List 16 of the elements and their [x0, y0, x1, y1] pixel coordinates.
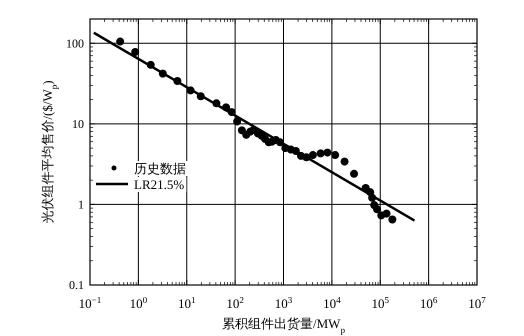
- legend-label: LR21.5%: [134, 177, 184, 192]
- x-tick-label: 10$^{5}$: [371, 295, 390, 311]
- x-axis-title: 累积组件出货量/MW$_{p}$: [222, 316, 346, 335]
- x-tick-label: 10$^{4}$: [323, 295, 342, 311]
- x-tick-label: 10$^{7}$: [468, 295, 486, 311]
- x-tick-label: 10$^{−1}$: [78, 295, 102, 311]
- y-tick-label: 1: [78, 197, 84, 212]
- x-tick-label: 10$^{3}$: [274, 295, 293, 311]
- x-tick-label: 10$^{0}$: [130, 295, 148, 311]
- y-tick-label: 10: [72, 116, 84, 131]
- y-tick-label: 100: [66, 36, 84, 50]
- x-tick-label: 10$^{2}$: [226, 295, 244, 311]
- legend-label: 历史数据: [134, 161, 186, 176]
- x-tick-label: 10$^{6}$: [420, 295, 438, 311]
- y-tick-label: 0.1: [69, 278, 84, 292]
- x-tick-label: 10$^{1}$: [178, 295, 196, 311]
